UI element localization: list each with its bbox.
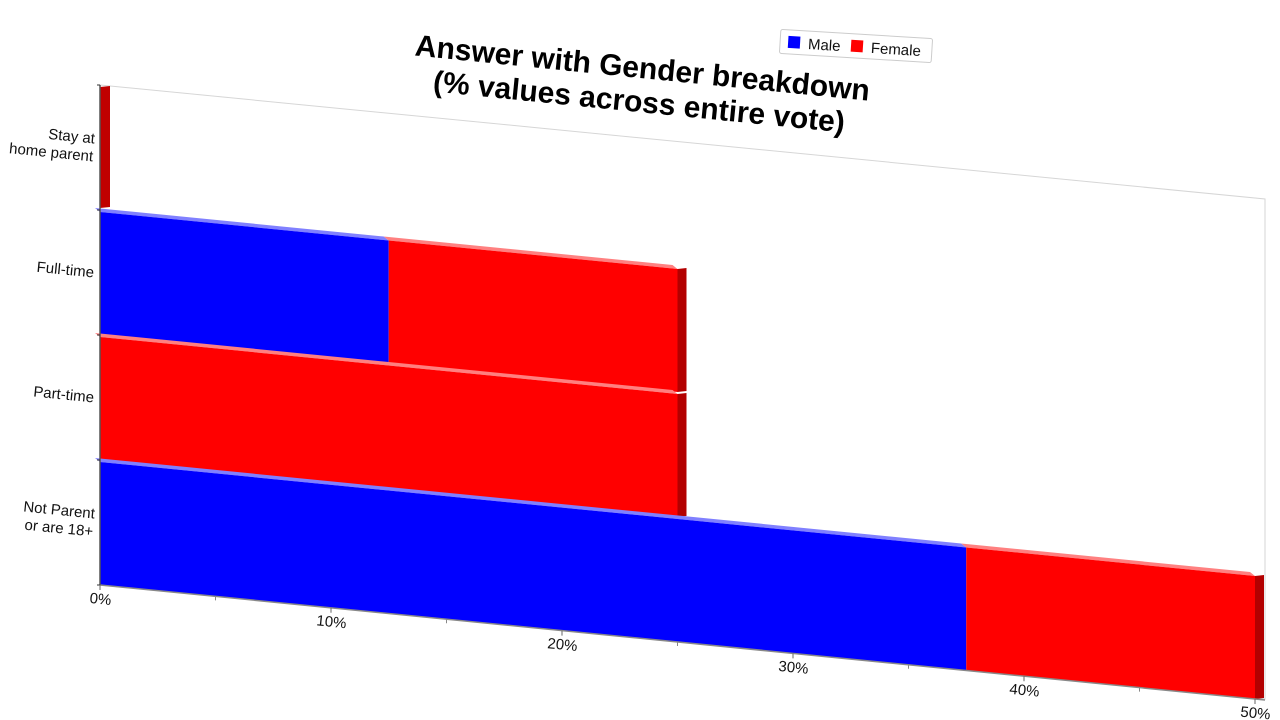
bar-top-female bbox=[383, 236, 678, 269]
legend-label-male: Male bbox=[807, 36, 840, 55]
bar-side-female bbox=[677, 392, 687, 517]
legend-swatch-male bbox=[787, 35, 801, 49]
category-label: Stay athome parent bbox=[8, 122, 96, 165]
category-label-line: Stay at bbox=[48, 126, 97, 148]
bar-side-female bbox=[677, 267, 687, 392]
x-tick-label: 10% bbox=[316, 612, 348, 632]
bar-female[interactable] bbox=[388, 240, 678, 392]
axes: Stay athome parent Full-time Part-time Not … bbox=[8, 84, 1272, 720]
x-tick-label: 30% bbox=[778, 658, 810, 678]
bar-female[interactable] bbox=[100, 337, 678, 517]
bar-top-female bbox=[95, 333, 678, 394]
x-tick-label: 20% bbox=[547, 635, 579, 655]
category-label: Part-time bbox=[33, 383, 95, 406]
legend-swatch-female bbox=[850, 39, 864, 53]
bar-side-female bbox=[1255, 574, 1264, 699]
bar-top-female bbox=[961, 543, 1255, 576]
x-tick-label: 0% bbox=[89, 590, 112, 609]
x-tick-label: 40% bbox=[1009, 681, 1041, 701]
category-label-line: Full-time bbox=[36, 259, 95, 282]
category-label-line: Part-time bbox=[33, 383, 95, 406]
bar-male[interactable] bbox=[100, 212, 389, 364]
bar-empty-marker bbox=[100, 86, 110, 208]
legend: Male Female bbox=[779, 29, 933, 63]
bar-top-male bbox=[95, 458, 967, 548]
bars bbox=[95, 86, 1264, 699]
category-label: Not Parentor are 18+ bbox=[21, 498, 97, 540]
legend-label-female: Female bbox=[870, 40, 921, 60]
x-tick-label: 50% bbox=[1240, 704, 1272, 720]
category-label-line: or are 18+ bbox=[24, 517, 94, 541]
bar-male[interactable] bbox=[100, 462, 967, 671]
bar-female[interactable] bbox=[966, 547, 1255, 699]
category-label: Full-time bbox=[36, 259, 95, 282]
x-axis-line bbox=[99, 584, 1266, 701]
bar-top-male bbox=[95, 208, 389, 241]
